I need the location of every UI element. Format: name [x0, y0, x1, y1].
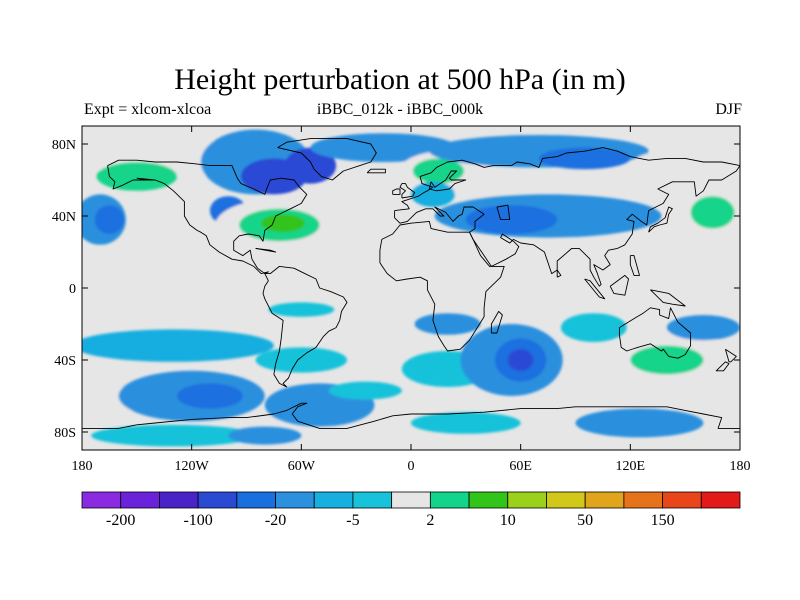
anomaly-region — [560, 313, 627, 342]
coastline-australia — [618, 307, 692, 359]
colorbar-box — [546, 491, 586, 509]
anomaly-region — [94, 205, 125, 235]
lon-tick-label: 0 — [408, 459, 415, 474]
anomaly-region — [630, 345, 704, 375]
colorbar-box — [429, 491, 470, 509]
season-label: DJF — [715, 101, 742, 118]
colorbar-box — [275, 491, 315, 509]
coastline-alaska-islands — [136, 177, 156, 181]
lat-tick-label: 40N — [52, 210, 76, 225]
colorbar-box — [507, 491, 547, 509]
coastlines — [82, 138, 740, 429]
coastline-south-america — [262, 265, 348, 388]
colorbar-label: -200 — [106, 512, 135, 529]
anomaly-region — [91, 424, 256, 447]
anomaly-region — [507, 349, 534, 371]
coastline-antarctica — [82, 402, 740, 429]
coastline-sumatra — [584, 278, 606, 300]
coastline-japan — [648, 206, 673, 233]
coastline-sri-lanka — [556, 269, 562, 278]
colorbar-label: -5 — [346, 512, 359, 529]
coastline-scandinavia-baltic — [428, 170, 467, 192]
lat-tick-label: 0 — [69, 282, 76, 297]
colorbar-label: 2 — [426, 512, 434, 529]
colorbar-box — [197, 491, 238, 509]
anomaly-region — [412, 158, 465, 184]
longitude-axis: 180 120W 60W 0 60E 120E 180 — [72, 126, 751, 474]
colorbar-box — [662, 491, 702, 509]
coastline-north-america — [107, 159, 308, 275]
anomaly-region — [575, 408, 704, 438]
lon-tick-label: 180 — [730, 459, 751, 474]
coastline-eurasia — [394, 147, 740, 287]
colorbar-label: -20 — [265, 512, 286, 529]
lon-tick-label: 60E — [509, 459, 532, 474]
colorbar-box — [468, 491, 509, 509]
colorbar-label: -100 — [183, 512, 212, 529]
lon-tick-label: 120E — [616, 459, 646, 474]
lat-tick-label: 80N — [52, 138, 76, 153]
colorbar-box — [236, 491, 276, 509]
colorbar-box — [352, 491, 393, 509]
anomaly-region — [633, 149, 737, 175]
colorbar: -200 -100 -20 -5 2 10 50 150 — [81, 491, 741, 529]
anomaly-region — [465, 205, 558, 235]
anomaly-region — [690, 196, 735, 229]
anomaly-region — [82, 329, 274, 362]
coastline-new-zealand — [724, 348, 737, 363]
anomaly-region — [177, 383, 243, 409]
anomaly-field — [82, 129, 740, 447]
coastline-madagascar — [490, 310, 503, 334]
colorbar-box — [584, 491, 625, 509]
coastline-iceland — [366, 168, 386, 174]
colorbar-label: 10 — [500, 512, 516, 529]
lon-tick-label: 180 — [72, 459, 93, 474]
map-title: Height perturbation at 500 hPa (in m) — [174, 63, 626, 96]
coastline-ireland — [392, 188, 401, 195]
coastline-new-zealand-south — [715, 361, 730, 372]
lat-tick-label: 40S — [54, 354, 76, 369]
colorbar-label: 50 — [577, 512, 593, 529]
anomaly-region — [538, 147, 631, 170]
coastline-new-guinea — [650, 289, 686, 307]
coastline-africa — [379, 220, 505, 352]
lon-tick-label: 60W — [288, 459, 316, 474]
anomaly-region — [228, 426, 302, 445]
colorbar-box — [159, 491, 199, 509]
anomaly-region — [255, 347, 348, 373]
coastline-borneo — [609, 274, 629, 296]
colorbar-box — [391, 491, 431, 509]
colorbar-box — [120, 491, 160, 509]
case-label: iBBC_012k - iBBC_000k — [316, 101, 484, 118]
coastline-britain — [399, 183, 416, 199]
coastline-cuba — [255, 247, 277, 253]
anomaly-region — [284, 147, 337, 184]
anomaly-region — [261, 214, 305, 233]
lon-tick-label: 120W — [175, 459, 210, 474]
colorbar-box — [81, 491, 122, 509]
latitude-axis: 80N 40N 0 40S 80S — [52, 138, 740, 441]
anomaly-region — [268, 302, 335, 317]
anomaly-region — [666, 315, 740, 341]
anomaly-region — [411, 412, 521, 434]
colorbar-box — [313, 491, 354, 509]
anomaly-region — [328, 381, 402, 400]
experiment-label: Expt = xlcom-xlcoa — [84, 101, 212, 118]
anomaly-region — [96, 162, 178, 191]
anomaly-region — [414, 313, 481, 335]
colorbar-box — [623, 491, 663, 509]
lat-tick-label: 80S — [54, 426, 76, 441]
coastline-greenland — [277, 138, 377, 181]
coastline-caspian — [496, 204, 511, 221]
coastline-philippines — [629, 255, 640, 276]
colorbar-label: 150 — [651, 512, 675, 529]
anomaly-region — [411, 181, 455, 207]
colorbar-box — [700, 491, 741, 509]
